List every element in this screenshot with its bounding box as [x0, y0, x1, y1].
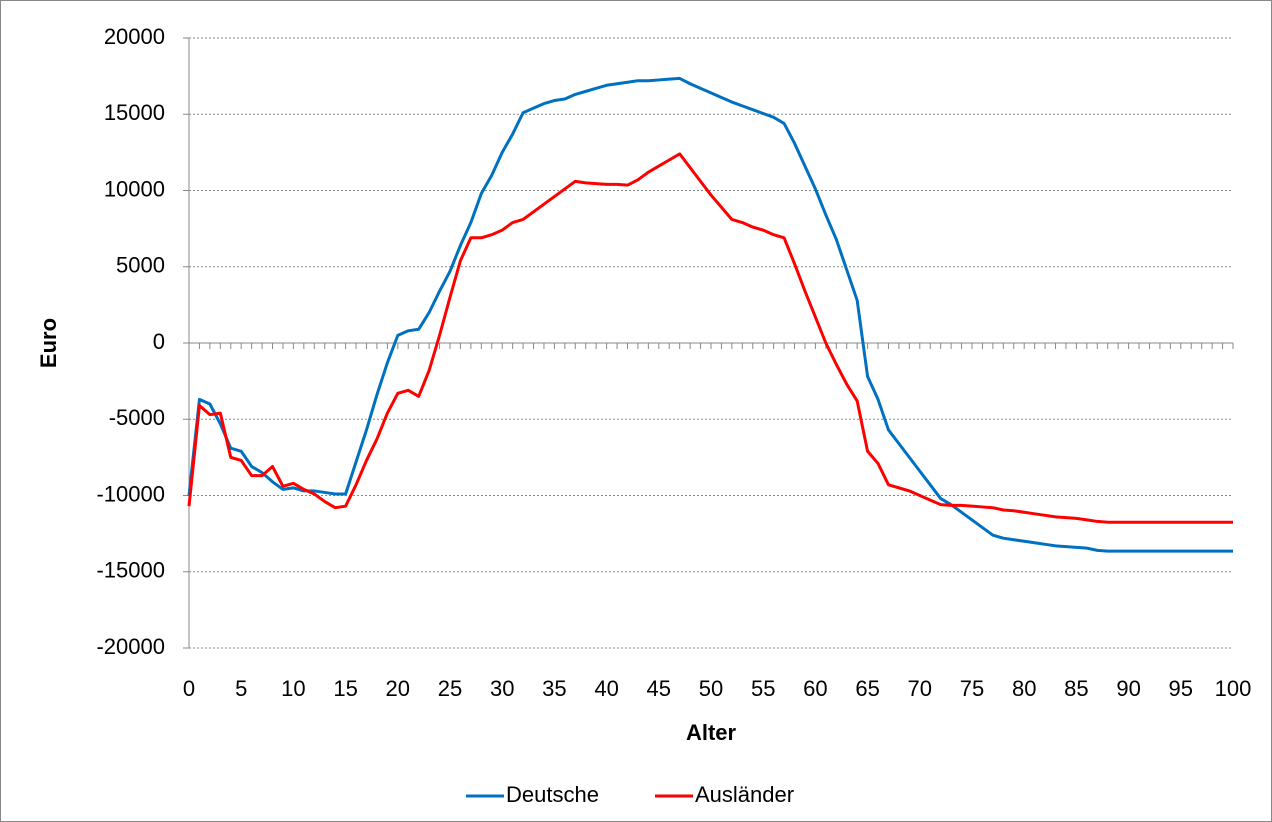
x-tick-label: 10 — [281, 676, 305, 701]
y-tick-label: 10000 — [104, 176, 165, 201]
x-tick-label: 50 — [699, 676, 723, 701]
x-tick-label: 95 — [1169, 676, 1193, 701]
x-tick-label: 60 — [803, 676, 827, 701]
y-axis-label: Euro — [36, 318, 61, 368]
x-tick-label: 0 — [183, 676, 195, 701]
legend-label: Deutsche — [506, 782, 599, 807]
x-tick-label: 55 — [751, 676, 775, 701]
x-tick-label: 30 — [490, 676, 514, 701]
legend-label: Ausländer — [695, 782, 794, 807]
y-tick-label: -15000 — [96, 558, 165, 583]
x-tick-label: 70 — [908, 676, 932, 701]
x-tick-label: 35 — [542, 676, 566, 701]
y-tick-label: -10000 — [96, 481, 165, 506]
y-tick-label: 15000 — [104, 100, 165, 125]
y-tick-label: 20000 — [104, 24, 165, 49]
x-tick-label: 45 — [647, 676, 671, 701]
y-tick-label: 0 — [153, 329, 165, 354]
x-tick-label: 20 — [386, 676, 410, 701]
x-tick-label: 5 — [235, 676, 247, 701]
series-line — [187, 76, 1233, 553]
y-tick-label: -5000 — [109, 405, 165, 430]
x-axis-label: Alter — [686, 720, 737, 745]
x-tick-label: 80 — [1012, 676, 1036, 701]
y-tick-label: 5000 — [116, 253, 165, 278]
series-line — [187, 152, 1233, 524]
x-tick-label: 100 — [1215, 676, 1252, 701]
x-tick-label: 15 — [333, 676, 357, 701]
x-tick-label: 75 — [960, 676, 984, 701]
x-tick-label: 25 — [438, 676, 462, 701]
x-tick-label: 90 — [1116, 676, 1140, 701]
x-tick-label: 85 — [1064, 676, 1088, 701]
y-tick-label: -20000 — [96, 634, 165, 659]
x-tick-label: 40 — [594, 676, 618, 701]
x-tick-label: 65 — [855, 676, 879, 701]
